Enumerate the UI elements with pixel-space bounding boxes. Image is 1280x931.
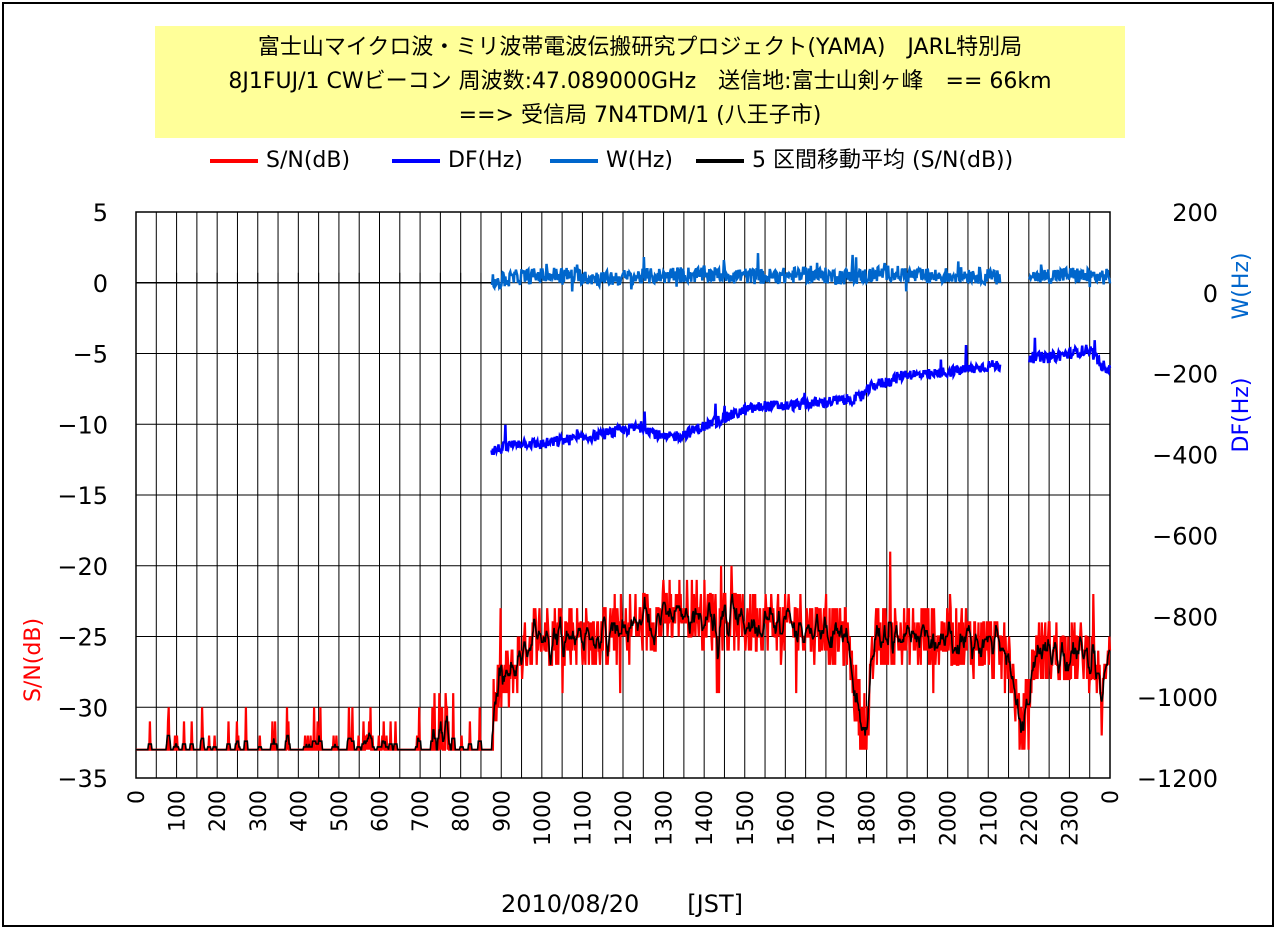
y-left-tick-label: −25 xyxy=(57,624,108,652)
chart-title-line-3: ==> 受信局 7N4TDM/1 (八王子市) xyxy=(458,103,822,128)
x-tick-label: 1400 xyxy=(693,790,718,846)
legend-swatch-ma xyxy=(696,159,744,163)
y-left-tick-label: −5 xyxy=(73,341,108,369)
chart-legend: S/N(dB) DF(Hz) W(Hz) 5 区間移動平均 (S/N(dB)) xyxy=(210,146,1110,176)
x-tick-label: 1100 xyxy=(571,790,596,846)
y-right-tick-label: 200 xyxy=(1172,199,1218,227)
x-tick-label: 1900 xyxy=(896,790,921,846)
x-tick-label: 2200 xyxy=(1018,790,1043,846)
legend-label-ma: 5 区間移動平均 (S/N(dB)) xyxy=(752,148,1014,173)
x-tick-label: 400 xyxy=(287,790,312,832)
legend-label-sn: S/N(dB) xyxy=(266,148,351,173)
y-right-tick-label: −200 xyxy=(1152,361,1218,389)
x-tick-label: 800 xyxy=(450,790,475,832)
x-tick-label: 0 xyxy=(1099,790,1124,804)
x-tick-label: 1300 xyxy=(653,790,678,846)
legend-label-w: W(Hz) xyxy=(606,148,674,173)
x-tick-label: 1800 xyxy=(856,790,881,846)
x-tick-label: 1000 xyxy=(531,790,556,846)
y-left-tick-label: 5 xyxy=(93,199,108,227)
x-tick-label: 600 xyxy=(369,790,394,832)
y-right-tick-label: 0 xyxy=(1203,280,1218,308)
legend-swatch-w xyxy=(550,159,598,163)
y-right-tick-label: −1200 xyxy=(1137,765,1218,793)
series-line-df xyxy=(490,337,1112,457)
x-tick-label: 100 xyxy=(166,790,191,832)
series-line-w xyxy=(490,253,1112,292)
y-right-tick-label: −1000 xyxy=(1137,684,1218,712)
y-left-tick-label: −30 xyxy=(57,694,108,722)
y-left-tick-label: −35 xyxy=(57,765,108,793)
chart-title-line-1: 富士山マイクロ波・ミリ波帯電波伝搬研究プロジェクト(YAMA) JARL特別局 xyxy=(257,35,1023,60)
chart-title-box: 富士山マイクロ波・ミリ波帯電波伝搬研究プロジェクト(YAMA) JARL特別局 … xyxy=(155,26,1125,138)
x-tick-label: 1200 xyxy=(612,790,637,846)
x-tick-label: 200 xyxy=(206,790,231,832)
x-tick-label: 500 xyxy=(328,790,353,832)
y-left-tick-label: −15 xyxy=(57,482,108,510)
chart-title-line-2: 8J1FUJ/1 CWビーコン 周波数:47.089000GHz 送信地:富士山… xyxy=(228,69,1052,94)
x-tick-label: 1600 xyxy=(774,790,799,846)
y-right-axis-label-w: W(Hz) xyxy=(1229,252,1254,319)
legend-label-df: DF(Hz) xyxy=(448,148,523,173)
x-tick-label: 700 xyxy=(409,790,434,832)
x-tick-label: 2300 xyxy=(1058,790,1083,846)
x-tick-label: 1700 xyxy=(815,790,840,846)
x-tick-label: 1500 xyxy=(734,790,759,846)
y-right-tick-label: −400 xyxy=(1152,442,1218,470)
y-left-tick-label: −10 xyxy=(57,411,108,439)
x-tick-label: 300 xyxy=(247,790,272,832)
y-right-tick-label: −800 xyxy=(1152,603,1218,631)
x-tick-label: 0 xyxy=(125,790,150,804)
plot-border xyxy=(135,211,1111,779)
y-left-axis-label: S/N(dB) xyxy=(21,618,46,702)
x-tick-label: 2000 xyxy=(937,790,962,846)
y-right-tick-label: −600 xyxy=(1152,522,1218,550)
y-right-axis-label-df: DF(Hz) xyxy=(1229,378,1254,453)
x-tick-label: 900 xyxy=(490,790,515,832)
x-tick-label: 2100 xyxy=(977,790,1002,846)
legend-swatch-sn xyxy=(210,159,258,163)
y-left-tick-label: −20 xyxy=(57,553,108,581)
legend-swatch-df xyxy=(392,159,440,163)
series-line-moving-average xyxy=(136,593,1111,751)
y-left-tick-label: 0 xyxy=(93,270,108,298)
x-axis-label: 2010/08/20 [JST] xyxy=(501,890,743,918)
